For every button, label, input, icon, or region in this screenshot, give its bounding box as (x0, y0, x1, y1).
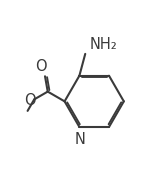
Text: NH₂: NH₂ (89, 37, 117, 52)
Text: O: O (35, 59, 47, 74)
Text: O: O (24, 93, 36, 108)
Text: N: N (75, 132, 86, 147)
